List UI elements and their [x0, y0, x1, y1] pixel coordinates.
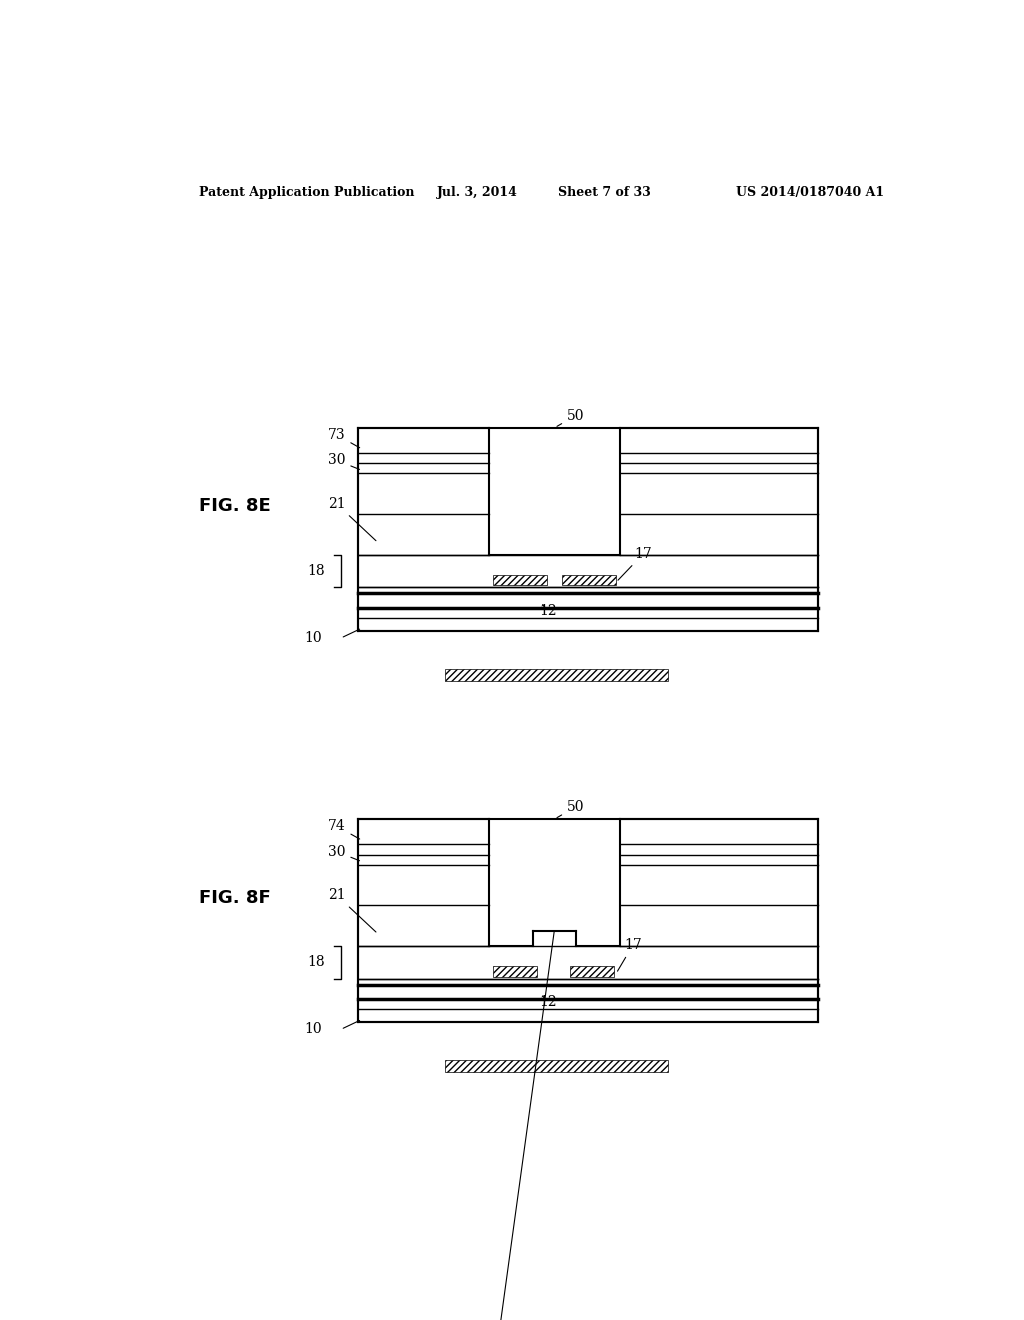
- Text: 18: 18: [307, 956, 325, 969]
- Text: 50: 50: [557, 800, 585, 817]
- Text: 12: 12: [539, 995, 557, 1008]
- Text: 10: 10: [305, 631, 323, 645]
- Text: 17: 17: [617, 546, 652, 581]
- Text: 21: 21: [328, 498, 376, 541]
- Text: FIG. 8E: FIG. 8E: [200, 498, 271, 515]
- Text: 18: 18: [307, 564, 325, 578]
- Text: Patent Application Publication: Patent Application Publication: [200, 186, 415, 199]
- Bar: [358, 818, 818, 1022]
- Bar: [494, 966, 537, 977]
- Text: 12: 12: [539, 603, 557, 618]
- Text: 30: 30: [328, 845, 359, 861]
- Text: Sheet 7 of 33: Sheet 7 of 33: [558, 186, 650, 199]
- Text: 50: 50: [557, 409, 585, 426]
- Text: Jul. 3, 2014: Jul. 3, 2014: [437, 186, 517, 199]
- Text: 60: 60: [487, 932, 554, 1320]
- Bar: [358, 428, 818, 631]
- Bar: [570, 966, 613, 977]
- Text: FIG. 8F: FIG. 8F: [200, 890, 271, 907]
- Bar: [562, 576, 616, 585]
- Bar: [445, 1060, 668, 1072]
- Text: 30: 30: [328, 453, 359, 470]
- Text: 17: 17: [617, 939, 642, 972]
- Text: 21: 21: [328, 888, 376, 932]
- Text: US 2014/0187040 A1: US 2014/0187040 A1: [736, 186, 885, 199]
- Text: 10: 10: [305, 1023, 323, 1036]
- Text: 73: 73: [328, 428, 359, 447]
- Text: 74: 74: [328, 820, 359, 840]
- Bar: [494, 576, 547, 585]
- Bar: [445, 669, 668, 681]
